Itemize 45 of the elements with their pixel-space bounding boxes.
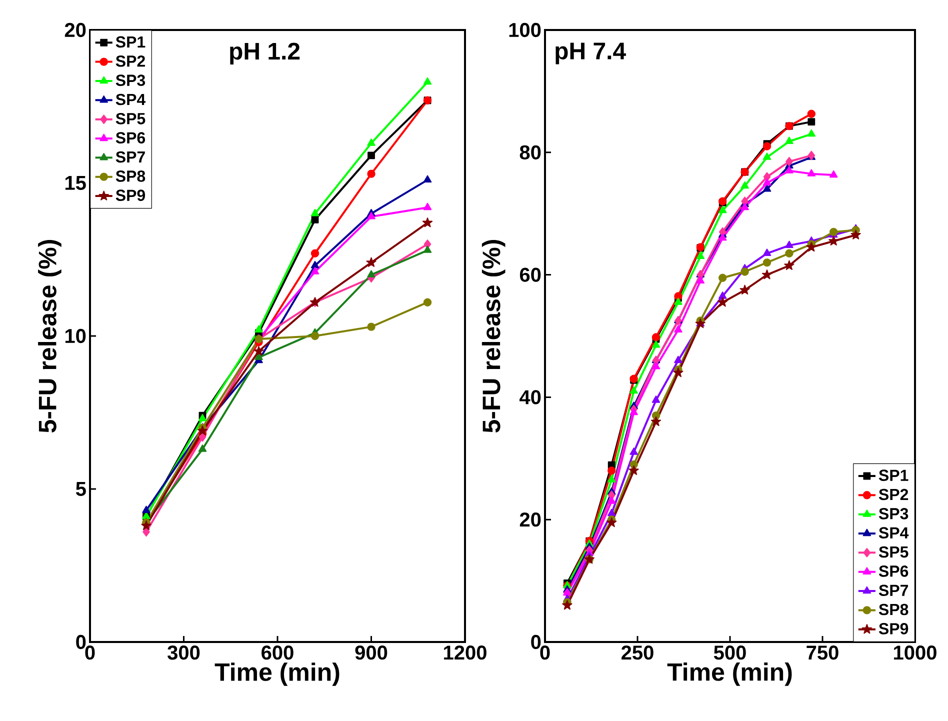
legend-label: SP9 bbox=[878, 623, 908, 634]
x-tick-label: 250 bbox=[622, 646, 654, 660]
legend-label: SP6 bbox=[116, 132, 146, 144]
x-axis-title: Time (min) bbox=[214, 662, 340, 686]
y-tick-label: 40 bbox=[520, 390, 541, 404]
x-tick-label: 750 bbox=[806, 646, 838, 660]
x-axis-title: Time (min) bbox=[667, 662, 792, 686]
x-tick-label: 600 bbox=[262, 646, 294, 660]
y-tick-label: 5 bbox=[76, 482, 86, 496]
y-tick-label: 20 bbox=[64, 22, 86, 38]
y-axis-title: 5-FU release (%) bbox=[482, 240, 506, 432]
legend-label: SP3 bbox=[116, 74, 146, 86]
x-tick-label: 500 bbox=[714, 646, 746, 660]
legend-label: SP1 bbox=[116, 36, 146, 48]
y-tick-label: 10 bbox=[65, 328, 86, 344]
y-tick-label: 60 bbox=[520, 268, 541, 282]
y-tick-label: 20 bbox=[520, 512, 541, 527]
chart-title: pH 1.2 bbox=[230, 42, 300, 64]
chart-title: pH 7.4 bbox=[556, 42, 626, 64]
y-tick-label: 80 bbox=[520, 145, 541, 160]
x-tick-label: 1000 bbox=[894, 646, 936, 660]
y-axis-title: 5-FU release (%) bbox=[38, 240, 62, 432]
legend-label: SP3 bbox=[878, 508, 908, 520]
y-tick-label: 100 bbox=[509, 22, 541, 38]
x-tick-label: 300 bbox=[168, 646, 200, 660]
legend-label: SP7 bbox=[116, 151, 145, 163]
legend-label: SP9 bbox=[116, 190, 146, 201]
legend-label: SP8 bbox=[878, 604, 908, 616]
legend-label: SP6 bbox=[878, 566, 908, 577]
y-tick-label: 15 bbox=[65, 176, 86, 190]
x-tick-label: 900 bbox=[355, 646, 388, 660]
y-tick-label: 0 bbox=[76, 634, 86, 650]
x-tick-label: 0 bbox=[85, 646, 95, 660]
x-tick-label: 0 bbox=[540, 646, 550, 660]
legend-label: SP2 bbox=[116, 55, 145, 67]
legend-label: SP5 bbox=[878, 546, 908, 558]
legend-label: SP2 bbox=[878, 488, 908, 500]
legend-label: SP5 bbox=[116, 112, 146, 124]
y-tick-label: 0 bbox=[531, 634, 541, 650]
legend-label: SP7 bbox=[878, 584, 908, 596]
legend-label: SP4 bbox=[878, 527, 909, 538]
legend-label: SP4 bbox=[116, 94, 146, 106]
x-tick-label: 1200 bbox=[444, 646, 486, 660]
legend-label: SP1 bbox=[878, 470, 908, 481]
legend-label: SP8 bbox=[116, 170, 146, 182]
